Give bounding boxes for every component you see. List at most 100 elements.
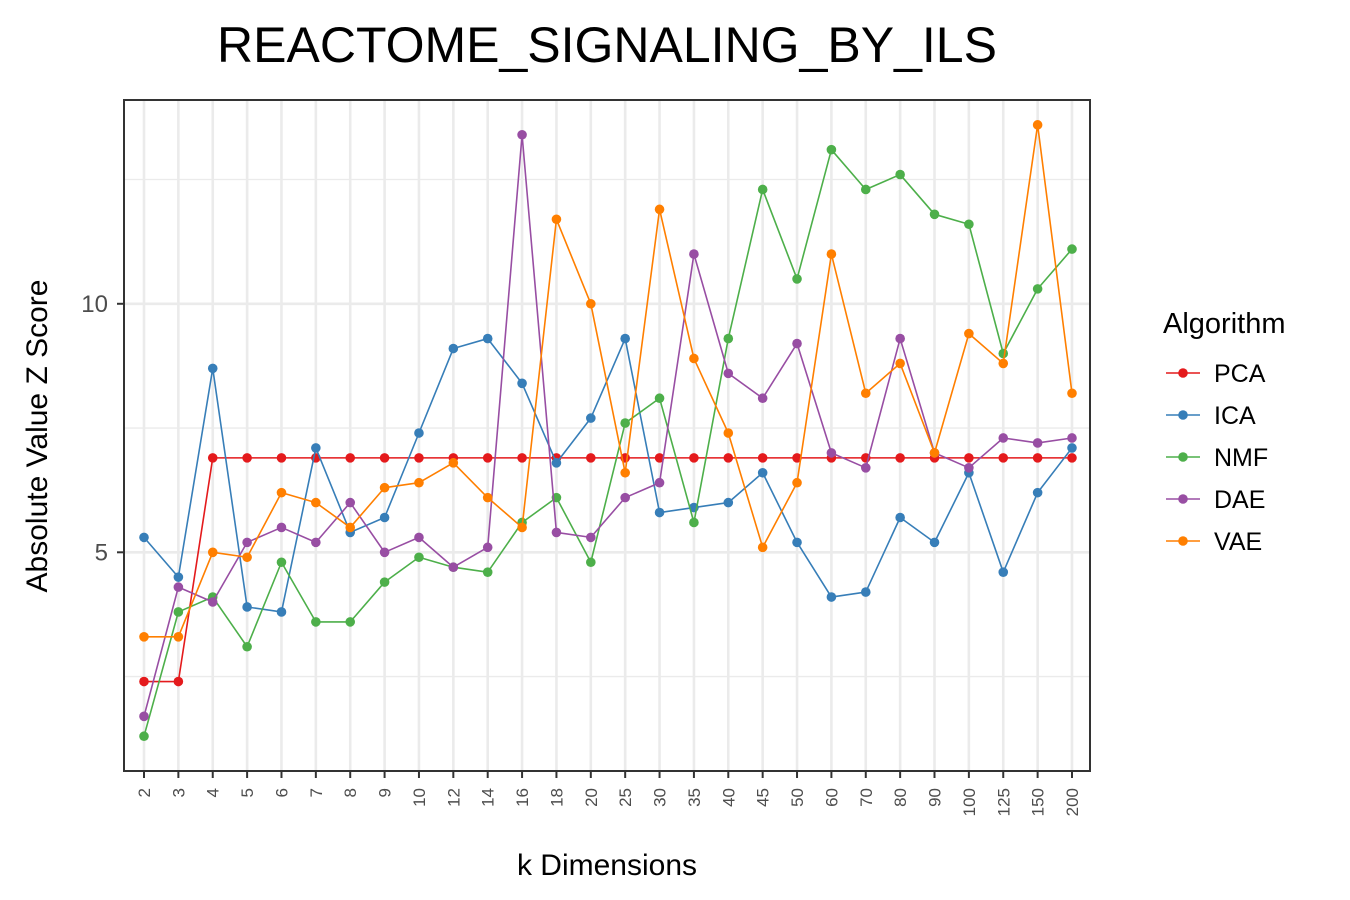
- data-point: [173, 572, 184, 582]
- series-nmf: [139, 144, 1077, 742]
- x-tick-label: 7: [307, 788, 326, 797]
- x-tick-label: 80: [891, 788, 910, 807]
- plot-panel-border: [123, 99, 1091, 772]
- data-point: [414, 532, 424, 543]
- data-point: [139, 711, 149, 722]
- data-point: [998, 567, 1009, 577]
- data-point: [414, 477, 424, 488]
- data-point: [620, 467, 630, 478]
- data-point: [414, 453, 424, 463]
- data-point: [482, 567, 493, 577]
- x-tick-label: 4: [204, 788, 223, 797]
- data-point: [139, 632, 149, 642]
- series-vae: [139, 120, 1077, 642]
- x-tick-label: 125: [994, 788, 1013, 816]
- data-point: [276, 607, 287, 617]
- data-point: [173, 632, 184, 642]
- data-point: [379, 453, 390, 463]
- series-line: [143, 148, 1073, 737]
- data-point: [792, 537, 802, 548]
- legend-item-pca: PCA: [1166, 360, 1266, 388]
- data-point: [654, 507, 665, 518]
- y-tick-label: 10: [81, 291, 108, 318]
- data-point: [276, 453, 287, 463]
- data-point: [448, 562, 459, 573]
- data-point: [173, 607, 184, 617]
- x-tick-label: 30: [651, 788, 670, 807]
- data-point: [1032, 453, 1043, 463]
- x-tick-label: 25: [616, 788, 635, 807]
- series-line: [143, 133, 1073, 717]
- data-point: [895, 333, 905, 344]
- data-point: [1032, 284, 1043, 294]
- data-point: [654, 204, 665, 215]
- data-point: [964, 328, 974, 339]
- data-point: [723, 333, 734, 344]
- series-ica: [139, 333, 1077, 617]
- data-point: [586, 532, 596, 543]
- data-point: [792, 477, 802, 488]
- data-point: [1067, 433, 1077, 443]
- data-point: [826, 592, 837, 602]
- legend-item-ica: ICA: [1166, 402, 1256, 430]
- x-tick-label: 3: [169, 788, 188, 797]
- data-point: [860, 184, 871, 195]
- legend-key-point: [1178, 410, 1188, 420]
- x-axis-title: k Dimensions: [517, 849, 697, 882]
- legend-item-vae: VAE: [1166, 528, 1262, 556]
- grid-lines: [124, 100, 1090, 771]
- data-point: [482, 492, 493, 503]
- data-point: [964, 463, 974, 473]
- data-point: [998, 453, 1009, 463]
- legend-label: PCA: [1214, 360, 1266, 388]
- data-point: [689, 517, 699, 528]
- x-tick-label: 50: [788, 788, 807, 807]
- data-point: [139, 532, 149, 543]
- data-point: [207, 547, 218, 558]
- data-point: [1067, 443, 1077, 453]
- legend-label: DAE: [1214, 486, 1265, 514]
- data-point: [860, 388, 871, 399]
- data-point: [517, 129, 527, 140]
- data-point: [448, 343, 459, 354]
- data-point: [242, 453, 252, 463]
- data-point: [1067, 453, 1077, 463]
- data-point: [929, 537, 940, 548]
- data-point: [860, 587, 871, 597]
- data-point: [517, 378, 527, 389]
- data-point: [757, 467, 768, 478]
- y-tick-label: 5: [95, 539, 108, 566]
- data-point: [448, 458, 459, 468]
- data-point: [723, 428, 734, 438]
- data-point: [207, 597, 218, 607]
- data-point: [276, 557, 287, 568]
- data-point: [345, 497, 356, 508]
- data-point: [792, 453, 802, 463]
- data-point: [276, 487, 287, 498]
- data-point: [517, 453, 527, 463]
- x-tick-label: 90: [926, 788, 945, 807]
- data-point: [311, 537, 321, 548]
- x-tick-label: 40: [719, 788, 738, 807]
- series-pca: [139, 453, 1077, 687]
- x-tick-label: 150: [1029, 788, 1048, 816]
- data-point: [139, 676, 149, 687]
- data-point: [345, 453, 356, 463]
- legend-label: ICA: [1214, 402, 1256, 430]
- data-point: [207, 363, 218, 374]
- data-point: [895, 358, 905, 369]
- data-point: [551, 527, 562, 538]
- data-point: [311, 443, 321, 453]
- data-point: [482, 453, 493, 463]
- data-point: [242, 602, 252, 612]
- data-point: [723, 368, 734, 379]
- data-point: [379, 577, 390, 587]
- chart-title: REACTOME_SIGNALING_BY_ILS: [217, 17, 997, 73]
- data-point: [860, 463, 871, 473]
- data-point: [1032, 487, 1043, 498]
- data-point: [654, 477, 665, 488]
- x-tick-label: 70: [857, 788, 876, 807]
- legend-key-point: [1178, 494, 1188, 504]
